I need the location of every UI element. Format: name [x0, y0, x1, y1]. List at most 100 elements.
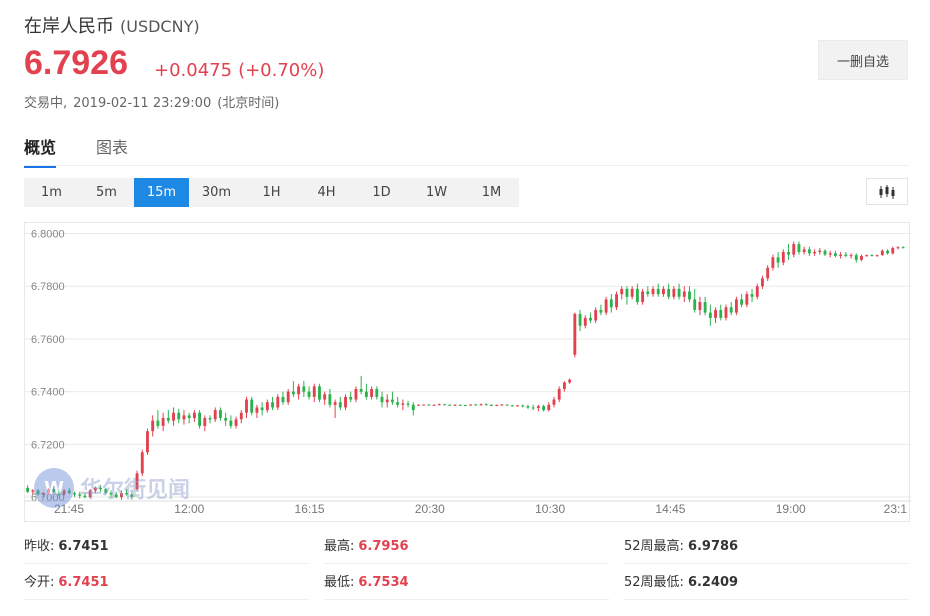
- candle: [250, 396, 254, 416]
- candle-body: [745, 294, 749, 305]
- watermark-text: 华尔街见闻: [80, 477, 191, 503]
- candle-body: [781, 251, 785, 263]
- chart-type-button[interactable]: [866, 178, 908, 205]
- candle: [896, 246, 900, 250]
- candlestick-chart[interactable]: 6.80006.78006.76006.74006.72006.700021:4…: [25, 223, 911, 523]
- candle: [510, 404, 514, 407]
- remove-watchlist-button[interactable]: 一删自选: [818, 40, 908, 80]
- price-chart[interactable]: 6.80006.78006.76006.74006.72006.700021:4…: [24, 222, 911, 523]
- candle: [411, 402, 415, 416]
- period-1m[interactable]: 1m: [41, 185, 62, 200]
- candle: [93, 486, 97, 494]
- candle-body: [406, 403, 410, 405]
- candle: [422, 404, 426, 406]
- candle-body: [119, 493, 123, 498]
- candle-body: [359, 389, 363, 392]
- candle: [385, 394, 389, 408]
- candle: [740, 294, 744, 308]
- stat-prev-close: 昨收: 6.7451: [24, 530, 309, 564]
- period-1h[interactable]: 1H: [262, 185, 281, 200]
- candle: [688, 286, 691, 303]
- period-4h[interactable]: 4H: [317, 185, 336, 200]
- candle: [224, 412, 228, 426]
- candle-body: [88, 490, 92, 498]
- candle-body: [740, 299, 744, 305]
- candle: [328, 389, 332, 408]
- candle-body: [177, 412, 181, 420]
- candle-body: [323, 394, 327, 400]
- candle-body: [260, 407, 264, 411]
- candle: [891, 246, 895, 255]
- stat-value: 6.9786: [687, 539, 739, 554]
- tab-overview[interactable]: 概览: [24, 134, 57, 168]
- candle-body: [276, 396, 280, 408]
- candle: [620, 286, 624, 300]
- candle-body: [833, 253, 837, 256]
- candle-body: [52, 489, 56, 492]
- candle-body: [302, 386, 306, 392]
- change-value: +0.0475: [154, 60, 233, 81]
- candle-body: [166, 417, 170, 421]
- candle: [192, 410, 196, 422]
- candle-body: [662, 288, 665, 295]
- candle: [338, 396, 342, 411]
- candle: [36, 489, 40, 496]
- candle: [609, 294, 613, 313]
- candle: [625, 286, 629, 305]
- y-tick-label: 6.7200: [31, 439, 65, 451]
- candle-body: [886, 250, 889, 254]
- candle: [469, 404, 473, 406]
- period-1w[interactable]: 1W: [425, 185, 448, 200]
- candle: [724, 304, 728, 321]
- candle-body: [57, 491, 61, 495]
- candle-body: [213, 410, 217, 420]
- stat-open: 今开: 6.7451: [24, 566, 309, 600]
- stat-label: 52周最高:: [624, 539, 684, 554]
- candle: [521, 404, 525, 408]
- candle: [844, 251, 848, 258]
- candle-body: [380, 396, 384, 403]
- candle-body: [417, 404, 420, 406]
- candle: [761, 275, 764, 289]
- candle-body: [47, 489, 50, 494]
- candle: [734, 296, 738, 316]
- period-30m[interactable]: 30m: [201, 185, 232, 200]
- candle: [813, 249, 817, 256]
- y-tick-label: 6.7600: [31, 334, 65, 346]
- x-tick-label: 20:30: [415, 502, 445, 516]
- candle-body: [146, 431, 149, 453]
- candle: [359, 375, 363, 395]
- candle: [880, 249, 884, 256]
- candle: [307, 386, 311, 400]
- period-1d[interactable]: 1D: [372, 185, 391, 200]
- candle-body: [771, 257, 775, 268]
- candle-body: [693, 299, 697, 310]
- candle: [693, 288, 697, 313]
- period-15m[interactable]: 15m: [134, 178, 189, 207]
- price-change: +0.0475 (+0.70%): [154, 60, 324, 81]
- candle: [562, 381, 566, 392]
- candlestick-icon: [879, 184, 895, 199]
- period-1mo[interactable]: 1M: [481, 185, 502, 200]
- candle-body: [672, 288, 676, 297]
- candle: [776, 251, 780, 268]
- candle-body: [396, 402, 400, 405]
- candle-body: [849, 255, 853, 257]
- candle: [865, 254, 869, 257]
- candle: [682, 286, 686, 303]
- x-tick-label: 21:45: [54, 502, 84, 516]
- period-5m[interactable]: 5m: [96, 185, 117, 200]
- candle: [635, 283, 639, 305]
- candle: [557, 386, 561, 403]
- candle: [448, 404, 452, 406]
- candle: [52, 486, 56, 494]
- candle: [802, 246, 806, 255]
- candle: [333, 399, 337, 418]
- candle: [437, 403, 441, 406]
- candle: [781, 249, 785, 266]
- candle: [156, 410, 160, 429]
- candle-body: [161, 417, 165, 426]
- tab-chart[interactable]: 图表: [96, 138, 129, 157]
- candle: [41, 491, 45, 498]
- candle: [281, 391, 285, 405]
